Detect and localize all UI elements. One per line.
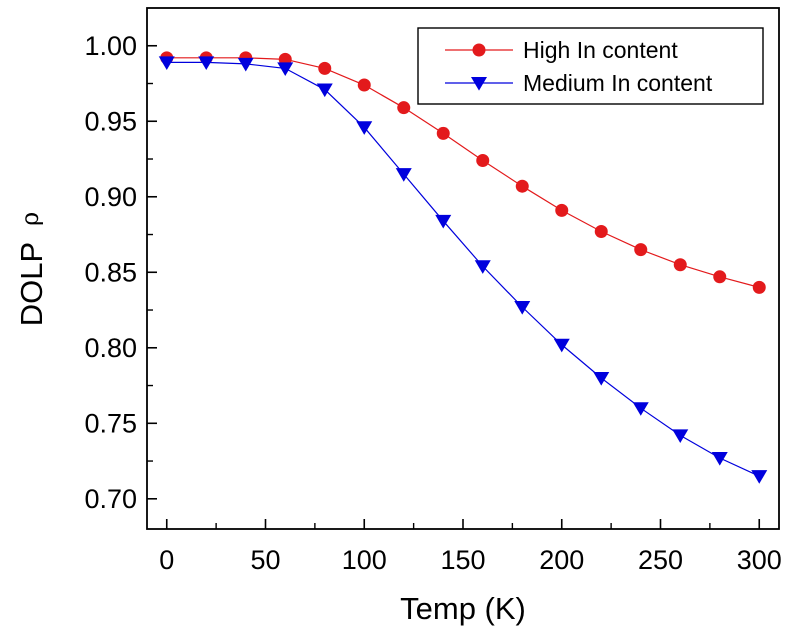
data-point xyxy=(395,168,412,182)
legend-marker xyxy=(472,43,486,57)
data-point xyxy=(436,126,450,140)
data-point xyxy=(318,61,332,75)
data-point xyxy=(198,56,215,70)
data-point xyxy=(357,78,371,92)
data-point xyxy=(632,402,649,416)
x-tick-label: 300 xyxy=(737,545,782,575)
series-2 xyxy=(158,56,768,484)
legend: High In content Medium In content xyxy=(417,27,764,105)
y-axis-label-text: DOLP xyxy=(14,242,49,326)
x-tick-label: 250 xyxy=(638,545,683,575)
data-point xyxy=(158,56,175,70)
y-axis-ticks: 0.70 0.75 0.80 0.85 0.90 0.95 1.00 xyxy=(84,31,157,514)
y-tick-label: 0.90 xyxy=(84,182,137,212)
data-point xyxy=(713,270,727,284)
data-point xyxy=(474,260,491,274)
x-tick-label: 100 xyxy=(342,545,387,575)
data-point xyxy=(711,452,728,466)
x-axis-label: Temp (K) xyxy=(400,591,526,626)
y-axis-label-symbol: ρ xyxy=(16,212,44,226)
data-point xyxy=(476,154,490,168)
data-point xyxy=(435,214,452,229)
data-point xyxy=(316,83,333,98)
data-point xyxy=(237,57,254,72)
x-tick-label: 0 xyxy=(159,545,174,575)
legend-box xyxy=(417,27,764,105)
data-point xyxy=(397,101,411,115)
series-layer xyxy=(158,51,768,484)
data-point xyxy=(634,243,648,257)
y-axis-label-group: DOLP ρ xyxy=(14,212,49,327)
data-point xyxy=(515,179,529,193)
data-point xyxy=(514,301,531,315)
series-line xyxy=(166,61,760,477)
y-tick-label: 0.95 xyxy=(84,106,137,136)
y-tick-label: 0.80 xyxy=(84,333,137,363)
y-axis-label: DOLP ρ xyxy=(14,212,49,327)
data-point xyxy=(356,121,373,135)
y-tick-label: 0.70 xyxy=(84,484,137,514)
y-tick-label: 0.85 xyxy=(84,257,137,287)
legend-label: High In content xyxy=(523,37,678,63)
legend-marker xyxy=(471,77,487,91)
data-point xyxy=(594,225,608,239)
series-line xyxy=(166,57,760,288)
legend-label: Medium In content xyxy=(523,70,713,96)
y-tick-label: 1.00 xyxy=(84,31,137,61)
x-tick-label: 200 xyxy=(539,545,584,575)
data-point xyxy=(593,371,610,386)
data-point xyxy=(555,203,569,217)
x-axis-ticks: 0 50 100 150 200 250 300 xyxy=(159,519,782,575)
data-point xyxy=(751,470,768,484)
data-point xyxy=(752,280,766,294)
x-tick-label: 50 xyxy=(250,545,280,575)
y-tick-label: 0.75 xyxy=(84,408,137,438)
x-tick-label: 150 xyxy=(440,545,485,575)
data-point xyxy=(277,62,294,77)
data-point xyxy=(672,429,689,443)
data-point xyxy=(553,338,570,353)
data-point xyxy=(673,258,687,272)
